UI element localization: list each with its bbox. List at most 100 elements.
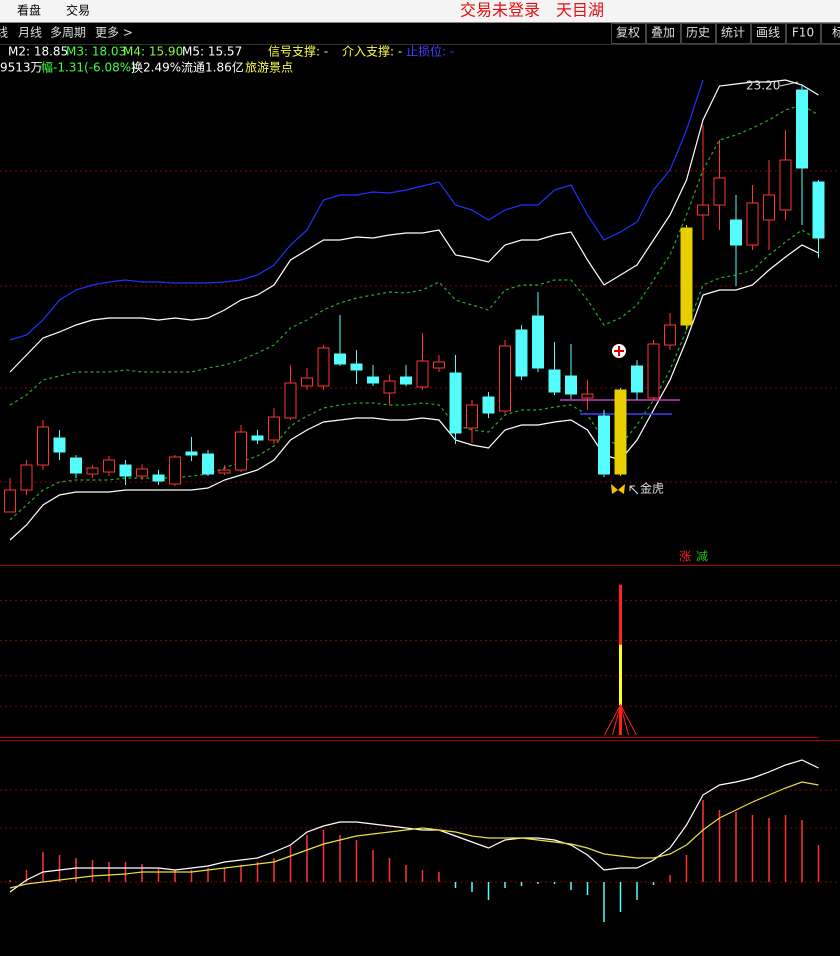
- candle-body: [383, 380, 396, 394]
- info-text: 旅游景点: [245, 61, 293, 75]
- info-text: 流通1.86亿: [181, 60, 244, 75]
- indicator-line: [9, 781, 819, 889]
- toolbar-button[interactable]: [716, 23, 751, 44]
- info-text: M5: 15.57: [182, 45, 242, 59]
- candle-body: [86, 467, 99, 475]
- bar-base: [604, 702, 637, 736]
- candle-body: [37, 426, 49, 466]
- candle-body: [20, 464, 33, 491]
- indicator-line: [9, 229, 819, 521]
- indicator-line: [9, 79, 704, 341]
- candle-body: [482, 396, 495, 414]
- legend-entry: 涨: [679, 549, 691, 564]
- candle-body: [268, 416, 280, 441]
- legend-entry: 减: [696, 550, 708, 564]
- candle-body: [334, 353, 346, 365]
- candle-body: [152, 474, 165, 482]
- candle-body: [416, 360, 429, 388]
- candle-body: [433, 361, 445, 369]
- info-text: 信号支撑: -: [268, 44, 328, 59]
- candle-body: [350, 363, 363, 371]
- candle-body: [202, 453, 214, 475]
- toolbar-button-label[interactable]: 叠加: [651, 26, 675, 40]
- info-text: 介入支撑: -: [342, 44, 402, 59]
- toolbar-button-label[interactable]: F10: [792, 26, 814, 40]
- indicator-line: [9, 79, 819, 373]
- candle-body: [317, 347, 330, 387]
- annotation-arrow: [629, 485, 639, 495]
- info-text: 换2.49%: [131, 61, 181, 75]
- candle-body: [53, 437, 66, 453]
- period-tab[interactable]: 月线: [18, 26, 42, 40]
- period-tab[interactable]: 多周期: [50, 26, 86, 40]
- candle-body: [614, 389, 627, 475]
- annotation: 金虎: [640, 481, 664, 496]
- candle-body: [515, 329, 528, 377]
- stock-name: 天目湖: [556, 1, 604, 20]
- period-tab[interactable]: 更多 >: [95, 26, 133, 40]
- indicator-line: [9, 104, 819, 406]
- toolbar-button[interactable]: [611, 23, 646, 44]
- candle-body: [136, 468, 148, 477]
- candle-body: [697, 204, 709, 216]
- candle-body: [779, 159, 792, 211]
- candle-body: [713, 177, 726, 206]
- menu-item[interactable]: 交易: [66, 3, 90, 18]
- info-text: M2: 18.85: [8, 45, 68, 59]
- candle-body: [598, 415, 610, 475]
- candle-body: [499, 345, 511, 412]
- toolbar-button-label[interactable]: 统计: [721, 26, 745, 40]
- info-text: 9513万: [0, 61, 43, 75]
- candle-body: [631, 365, 643, 393]
- candle-body: [548, 369, 561, 393]
- candle-body: [647, 343, 660, 399]
- info-text: M3: 18.03: [66, 45, 126, 59]
- candle-body: [796, 89, 808, 169]
- candle-body: [581, 393, 594, 399]
- candle-body: [235, 431, 247, 471]
- candle-body: [4, 489, 16, 513]
- candle-body: [284, 382, 297, 419]
- candle-body: [664, 324, 676, 346]
- top-bar: [0, 0, 840, 22]
- candle-body: [185, 451, 198, 456]
- toolbar-button-label[interactable]: 复权: [616, 26, 640, 40]
- candle-body: [367, 376, 379, 384]
- toolbar-button-label[interactable]: 标: [832, 26, 840, 40]
- toolbar-button[interactable]: [681, 23, 716, 44]
- info-text: 止损位: -: [406, 44, 454, 59]
- candle-body: [730, 219, 742, 246]
- max-label: 23.20: [746, 79, 780, 93]
- candle-body: [119, 464, 132, 477]
- candle-body: [400, 376, 412, 385]
- candle-body: [680, 227, 693, 326]
- candle-body: [251, 435, 264, 441]
- menu-item[interactable]: 看盘: [17, 3, 41, 18]
- toolbar-button[interactable]: [646, 23, 681, 44]
- signal-icon-plus: [614, 346, 624, 356]
- candle-body: [466, 404, 478, 429]
- toolbar-button[interactable]: [786, 23, 821, 44]
- toolbar-button[interactable]: [751, 23, 786, 44]
- toolbar-button[interactable]: [821, 23, 840, 44]
- toolbar-button-label[interactable]: 画线: [756, 26, 780, 40]
- login-status: 交易未登录: [460, 1, 540, 20]
- info-text: 幅-1.31(-6.08%): [41, 60, 136, 75]
- candle-body: [70, 457, 82, 474]
- toolbar-button-label[interactable]: 历史: [686, 26, 710, 40]
- candle-body: [812, 181, 825, 239]
- butterfly-icon: [611, 484, 625, 494]
- period-tab[interactable]: 线: [0, 26, 8, 40]
- max-arrow: [779, 81, 799, 87]
- candle-body: [301, 377, 313, 387]
- candle-body: [218, 469, 231, 474]
- candle-body: [103, 459, 115, 473]
- candle-body: [532, 315, 544, 369]
- indicator-line: [9, 244, 819, 541]
- candle-body: [763, 194, 775, 221]
- candle-body: [746, 202, 759, 246]
- info-text: M4: 15.90: [123, 45, 183, 59]
